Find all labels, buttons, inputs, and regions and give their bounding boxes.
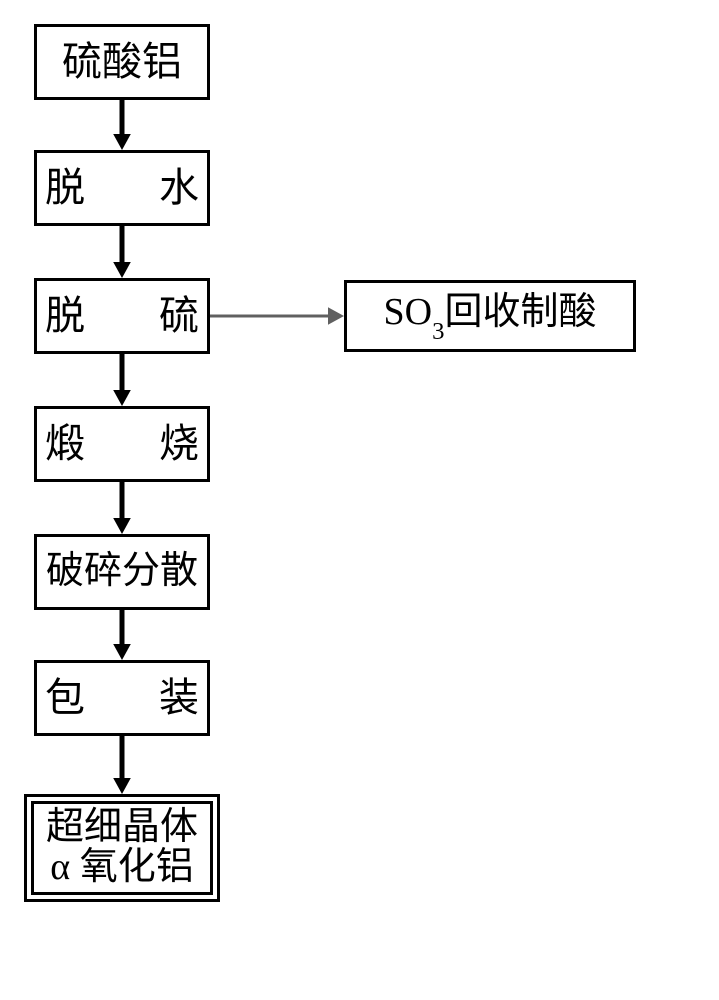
node-label: 包 装 — [37, 677, 207, 719]
node-desulfurization: 脱 硫 — [34, 278, 210, 354]
node-label: 脱 硫 — [37, 295, 207, 337]
node-label: 超细晶体 α 氧化铝 — [46, 808, 198, 888]
node-ultrafine-alpha-alumina: 超细晶体 α 氧化铝 — [24, 794, 220, 902]
edge-n3-side — [190, 296, 364, 336]
node-dehydration: 脱 水 — [34, 150, 210, 226]
node-label: 硫酸铝 — [62, 41, 182, 83]
node-label: 脱 水 — [37, 167, 207, 209]
node-so3-recovery: SO3回收制酸 — [344, 280, 636, 352]
node-label: SO3回收制酸 — [384, 293, 597, 339]
flowchart-canvas: 硫酸铝 脱 水 脱 硫 煅 烧 破碎分散 包 装 超细晶体 α 氧化铝 — [0, 0, 719, 1000]
node-aluminium-sulfate: 硫酸铝 — [34, 24, 210, 100]
node-label: 煅 烧 — [37, 423, 207, 465]
node-packaging: 包 装 — [34, 660, 210, 736]
node-calcination: 煅 烧 — [34, 406, 210, 482]
node-crushing-dispersion: 破碎分散 — [34, 534, 210, 610]
node-label: 破碎分散 — [46, 552, 198, 592]
